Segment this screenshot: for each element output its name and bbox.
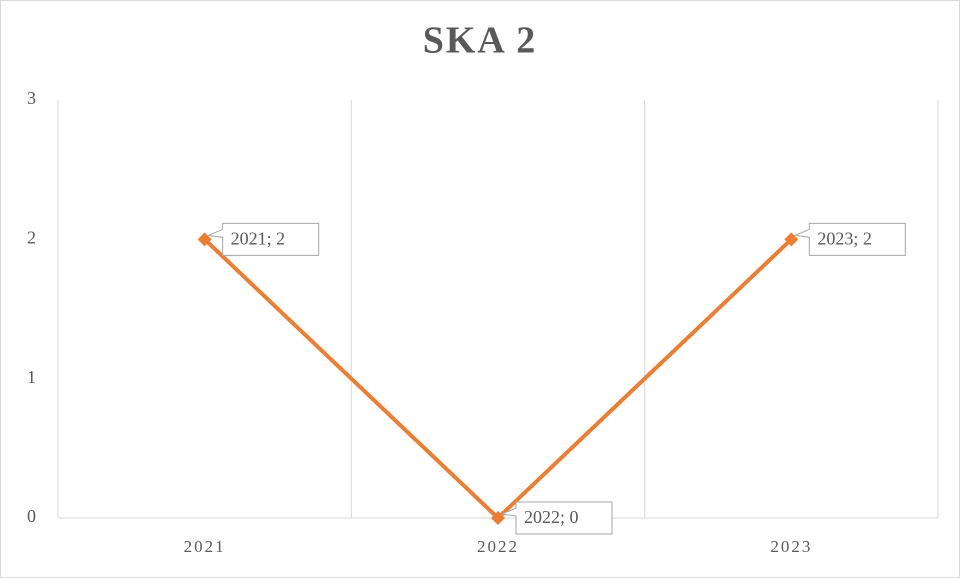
y-tick-label: 2	[27, 227, 36, 247]
data-label: 2021; 2	[231, 228, 286, 248]
marker	[784, 232, 799, 247]
data-label-box	[500, 501, 613, 535]
chart-title: SKA 2	[423, 20, 538, 62]
x-tick-label: 2023	[770, 537, 812, 556]
marker	[491, 511, 505, 525]
x-tick-label: 2021	[184, 537, 226, 556]
data-label: 2022; 0	[524, 507, 579, 527]
y-tick-label: 1	[27, 367, 36, 387]
data-label: 2023; 2	[817, 228, 872, 248]
x-tick-label: 2022	[477, 537, 519, 556]
y-tick-label: 3	[27, 88, 36, 108]
data-label-box	[206, 222, 320, 256]
data-label-box	[793, 222, 906, 256]
y-tick-label: 0	[27, 506, 36, 526]
marker	[197, 232, 212, 247]
